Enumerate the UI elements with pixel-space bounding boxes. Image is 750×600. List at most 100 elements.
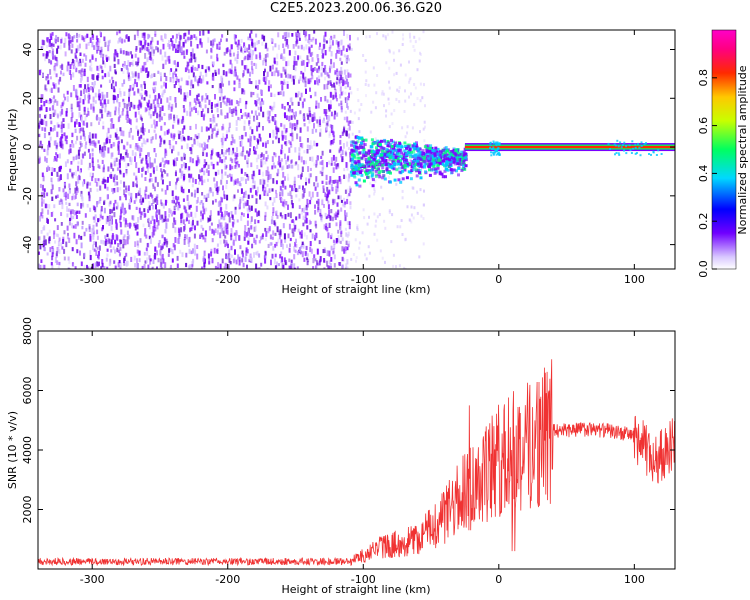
blob-pixel [357, 145, 361, 149]
noise-pixel [338, 149, 341, 154]
noise-pixel [336, 212, 339, 218]
noise-pixel [312, 37, 315, 41]
noise-pixel [416, 211, 419, 215]
noise-pixel [229, 261, 232, 265]
noise-pixel [280, 144, 283, 150]
noise-pixel [323, 224, 326, 230]
noise-pixel [344, 150, 347, 155]
noise-pixel [264, 227, 267, 232]
noise-pixel [152, 99, 155, 105]
noise-pixel [66, 235, 69, 240]
noise-pixel [64, 135, 67, 142]
noise-pixel [253, 150, 256, 155]
noise-pixel [181, 170, 184, 176]
noise-pixel [416, 97, 419, 100]
noise-pixel [410, 220, 413, 224]
noise-pixel [201, 30, 204, 36]
noise-pixel [210, 40, 213, 46]
noise-pixel [255, 85, 257, 89]
noise-pixel [395, 97, 398, 101]
noise-pixel [98, 245, 101, 251]
noise-pixel [60, 222, 63, 226]
noise-pixel [297, 55, 300, 60]
noise-pixel [92, 244, 95, 251]
noise-pixel [159, 163, 162, 167]
noise-pixel [166, 130, 169, 135]
noise-pixel [274, 165, 277, 169]
noise-pixel [319, 208, 322, 214]
noise-pixel [219, 263, 222, 269]
noise-pixel [223, 101, 226, 105]
noise-pixel [149, 51, 152, 58]
noise-pixel [60, 39, 63, 44]
noise-pixel [347, 44, 350, 48]
noise-pixel [419, 99, 422, 103]
noise-pixel [302, 116, 305, 120]
noise-pixel [155, 46, 157, 51]
noise-pixel [248, 55, 251, 60]
noise-pixel [225, 227, 228, 234]
blob-pixel [392, 167, 396, 171]
noise-pixel [57, 45, 60, 49]
blob-pixel [401, 169, 405, 173]
noise-pixel [38, 144, 41, 148]
noise-pixel [307, 166, 310, 172]
noise-pixel [140, 94, 143, 100]
noise-pixel [54, 83, 57, 89]
blob-pixel [359, 144, 363, 147]
noise-pixel [102, 125, 105, 130]
noise-pixel [161, 260, 164, 265]
blob-pixel [354, 156, 358, 160]
noise-pixel [151, 136, 154, 140]
noise-pixel [127, 60, 130, 67]
noise-pixel [154, 33, 157, 37]
noise-pixel [85, 43, 88, 50]
colorbar-tick-label: 0.8 [697, 69, 710, 87]
noise-pixel [126, 230, 129, 236]
noise-pixel [138, 39, 141, 43]
noise-pixel [253, 185, 256, 189]
noise-pixel [401, 233, 404, 236]
noise-pixel [76, 202, 79, 207]
noise-pixel [340, 100, 343, 106]
noise-pixel [251, 110, 253, 114]
noise-pixel [307, 59, 310, 64]
blob-pixel [413, 142, 417, 146]
blob-pixel [431, 156, 435, 160]
noise-pixel [141, 265, 144, 269]
noise-pixel [125, 252, 128, 257]
noise-pixel [348, 193, 351, 197]
noise-pixel [259, 137, 262, 142]
noise-pixel [165, 222, 168, 229]
noise-pixel [250, 205, 253, 211]
noise-pixel [144, 140, 147, 145]
blob-pixel [405, 152, 409, 156]
noise-pixel [38, 69, 41, 76]
noise-pixel [44, 239, 47, 246]
noise-pixel [325, 225, 327, 231]
blob-pixel [384, 150, 388, 153]
noise-pixel [311, 191, 314, 198]
noise-pixel [271, 165, 274, 170]
noise-pixel [277, 91, 280, 96]
noise-pixel [51, 97, 54, 102]
noise-pixel [77, 161, 80, 165]
noise-pixel [333, 263, 336, 268]
noise-pixel [308, 178, 311, 184]
noise-pixel [261, 98, 263, 102]
blob-pixel [421, 149, 425, 153]
noise-pixel [340, 39, 343, 45]
noise-pixel [60, 127, 63, 133]
blob-pixel [405, 159, 409, 162]
blob-pixel [442, 148, 445, 152]
blob-pixel [416, 156, 420, 160]
noise-pixel [76, 36, 79, 40]
x-tick-label: 0 [495, 273, 502, 286]
noise-pixel [330, 245, 333, 251]
noise-pixel [73, 210, 76, 216]
noise-pixel [174, 157, 176, 163]
noise-pixel [332, 95, 335, 101]
noise-pixel [203, 141, 206, 146]
noise-pixel [61, 246, 64, 250]
noise-pixel [186, 194, 189, 201]
